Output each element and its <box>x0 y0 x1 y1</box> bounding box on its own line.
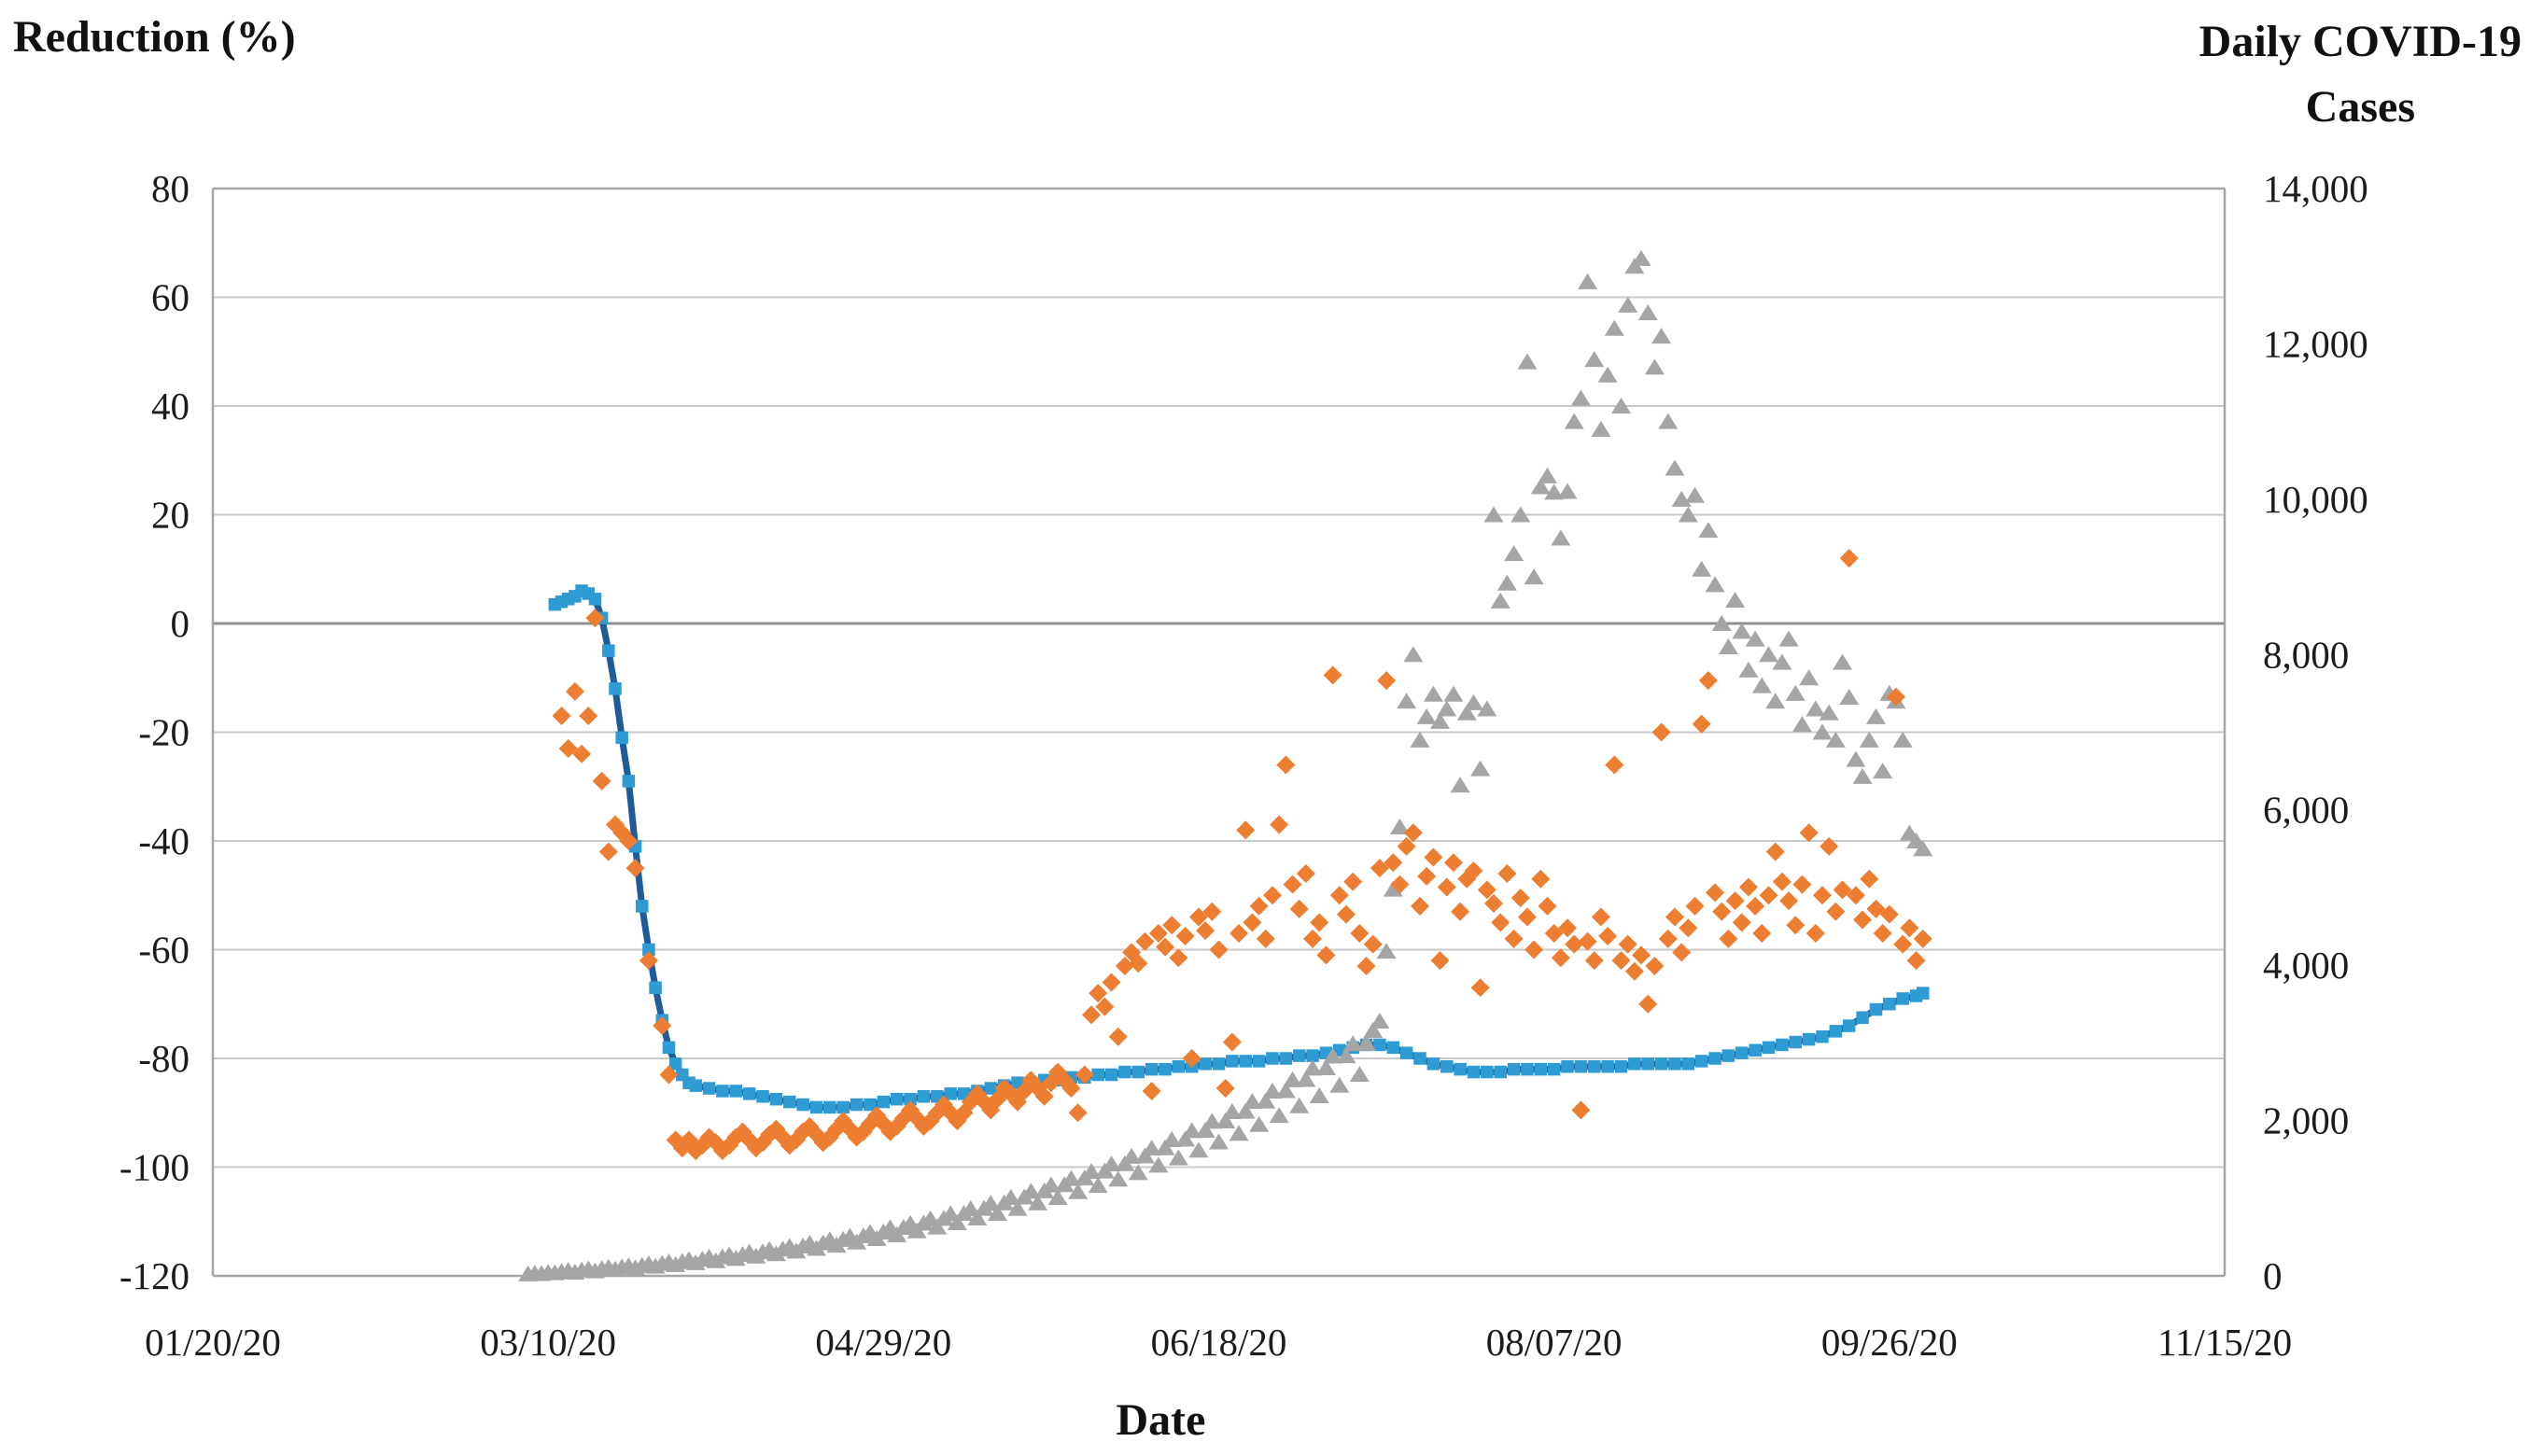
left-tick--80: -80 <box>138 1037 190 1080</box>
gridlines <box>211 187 2227 1278</box>
right-tick-4,000: 4,000 <box>2263 944 2349 987</box>
right-axis-title-line2: Cases <box>2305 81 2415 132</box>
right-axis-tick-labels: 14,000 12,000 10,000 8,000 6,000 4,000 2,000 0 <box>2263 167 2368 1297</box>
x-tick-09/26/20: 09/26/20 <box>1821 1321 1958 1364</box>
right-axis-title-line1: Daily COVID-19 <box>2199 17 2522 66</box>
left-tick-80: 80 <box>151 167 190 210</box>
series-orange-diamonds-daily-reduction <box>552 549 1932 1161</box>
left-tick--20: -20 <box>138 711 190 754</box>
series-blue-squares-reduction-trend <box>548 584 1930 1114</box>
right-tick-0: 0 <box>2263 1254 2283 1297</box>
left-tick--40: -40 <box>138 819 190 862</box>
x-tick-03/10/20: 03/10/20 <box>480 1321 616 1364</box>
x-tick-01/20/20: 01/20/20 <box>145 1321 281 1364</box>
right-axis-title: Daily COVID-19 Cases <box>2199 9 2522 139</box>
x-axis-title: Date <box>1116 1395 1206 1445</box>
left-axis-title: Reduction (%) <box>13 12 296 62</box>
left-tick-60: 60 <box>151 276 190 319</box>
right-tick-14,000: 14,000 <box>2263 167 2368 210</box>
right-tick-2,000: 2,000 <box>2263 1099 2349 1142</box>
series-gray-triangles-daily-covid19-cases <box>518 249 1933 1281</box>
x-tick-08/07/20: 08/07/20 <box>1486 1321 1623 1364</box>
left-tick--100: -100 <box>119 1146 190 1189</box>
x-axis-tick-labels: 01/20/20 03/10/20 04/29/20 06/18/20 08/07/20… <box>145 1321 2292 1364</box>
right-tick-12,000: 12,000 <box>2263 322 2368 365</box>
right-tick-8,000: 8,000 <box>2263 633 2349 676</box>
left-tick-20: 20 <box>151 494 190 537</box>
x-tick-04/29/20: 04/29/20 <box>815 1321 951 1364</box>
left-tick--120: -120 <box>119 1254 190 1297</box>
x-tick-06/18/20: 06/18/20 <box>1151 1321 1287 1364</box>
right-tick-10,000: 10,000 <box>2263 478 2368 521</box>
left-tick--60: -60 <box>138 929 190 972</box>
x-tick-11/15/20: 11/15/20 <box>2157 1321 2292 1364</box>
left-axis-tick-labels: 80 60 40 20 0 -20 -40 -60 -80 -100 -120 <box>119 167 190 1297</box>
right-tick-6,000: 6,000 <box>2263 789 2349 832</box>
left-tick-0: 0 <box>171 602 190 645</box>
left-tick-40: 40 <box>151 385 190 427</box>
